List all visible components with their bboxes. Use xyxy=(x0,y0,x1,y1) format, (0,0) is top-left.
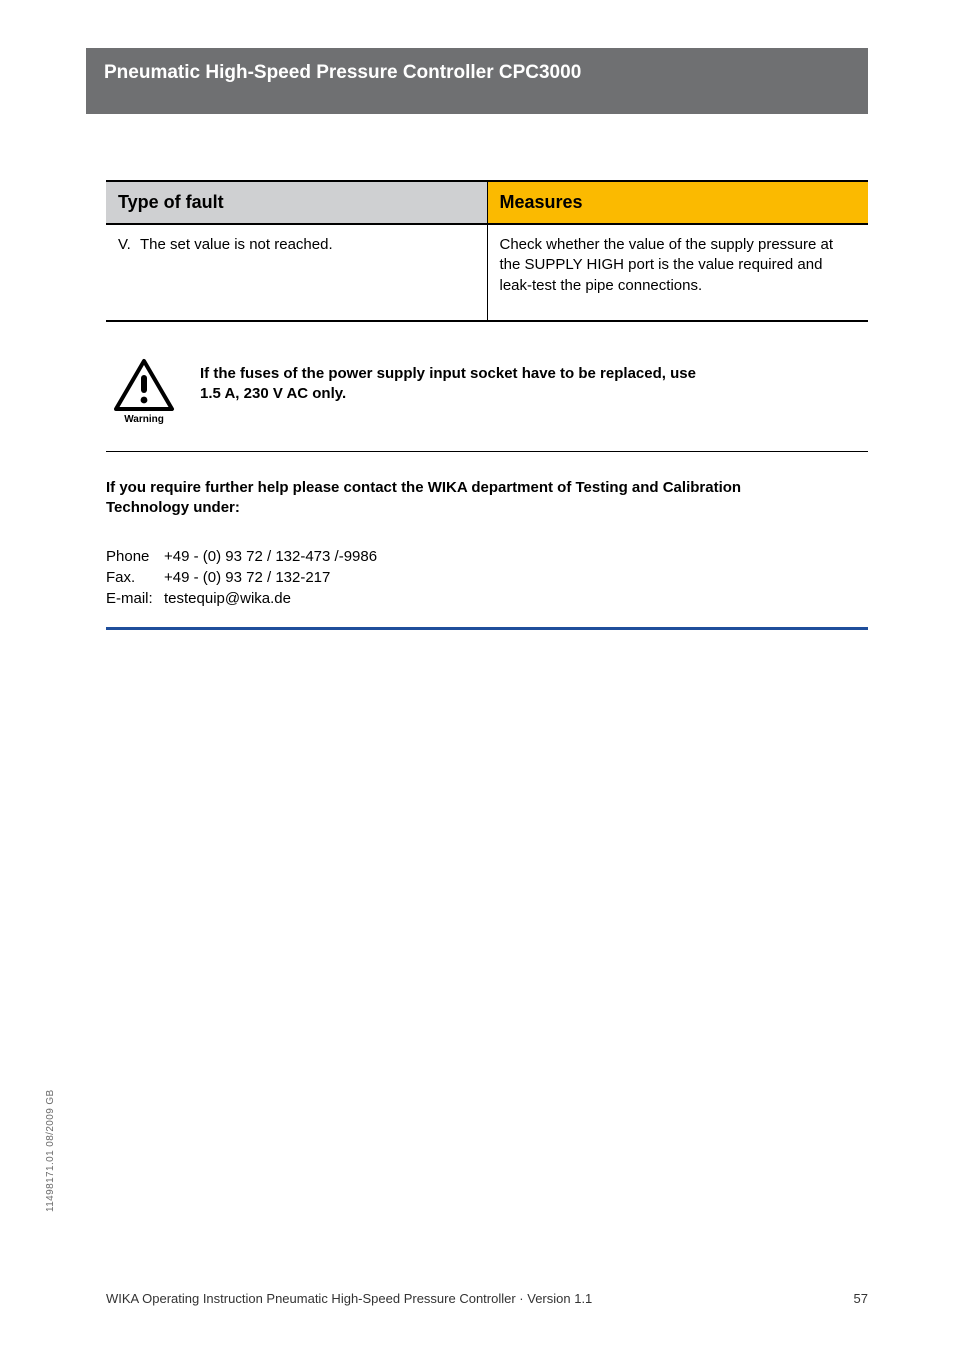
contact-phone: Phone +49 - (0) 93 72 / 132-473 /-9986 xyxy=(106,546,868,567)
warning-icon-container: Warning xyxy=(106,358,182,425)
warning-text-line2: 1.5 A, 230 V AC only. xyxy=(200,385,346,402)
phone-label: Phone xyxy=(106,546,164,567)
further-line2: Technology under: xyxy=(106,499,240,516)
section-rule xyxy=(106,627,868,630)
warning-block: Warning If the fuses of the power supply… xyxy=(106,358,868,452)
fault-table: Type of fault Measures V. The set value … xyxy=(106,180,868,322)
contact-email: E-mail: testequip@wika.de xyxy=(106,588,868,609)
col-header-fault: Type of fault xyxy=(106,181,487,224)
warning-text-line1: If the fuses of the power supply input s… xyxy=(200,365,696,382)
side-document-id: 11498171.01 08/2009 GB xyxy=(45,1089,56,1212)
phone-value: +49 - (0) 93 72 / 132-473 /-9986 xyxy=(164,546,377,567)
table-header-row: Type of fault Measures xyxy=(106,181,868,224)
page-footer: WIKA Operating Instruction Pneumatic Hig… xyxy=(106,1291,868,1306)
cell-fault: V. The set value is not reached. xyxy=(106,224,487,321)
email-value: testequip@wika.de xyxy=(164,588,291,609)
cell-measure: Check whether the value of the supply pr… xyxy=(487,224,868,321)
email-label: E-mail: xyxy=(106,588,164,609)
further-help: If you require further help please conta… xyxy=(106,478,868,519)
footer-page-number: 57 xyxy=(854,1291,868,1306)
further-line1: If you require further help please conta… xyxy=(106,479,741,496)
table-row: V. The set value is not reached. Check w… xyxy=(106,224,868,321)
main-content: Type of fault Measures V. The set value … xyxy=(106,180,868,630)
fax-value: +49 - (0) 93 72 / 132-217 xyxy=(164,567,330,588)
page-title: Pneumatic High-Speed Pressure Controller… xyxy=(104,62,581,83)
warning-label: Warning xyxy=(106,414,182,425)
fault-ident: V. xyxy=(118,235,140,255)
fax-label: Fax. xyxy=(106,567,164,588)
contact-fax: Fax. +49 - (0) 93 72 / 132-217 xyxy=(106,567,868,588)
contact-block: Phone +49 - (0) 93 72 / 132-473 /-9986 F… xyxy=(106,546,868,623)
col-header-measures: Measures xyxy=(487,181,868,224)
warning-icon xyxy=(113,358,175,412)
page-header: Pneumatic High-Speed Pressure Controller… xyxy=(86,48,868,114)
warning-text: If the fuses of the power supply input s… xyxy=(182,358,696,405)
footer-left: WIKA Operating Instruction Pneumatic Hig… xyxy=(106,1291,592,1306)
fault-text: The set value is not reached. xyxy=(140,235,333,255)
